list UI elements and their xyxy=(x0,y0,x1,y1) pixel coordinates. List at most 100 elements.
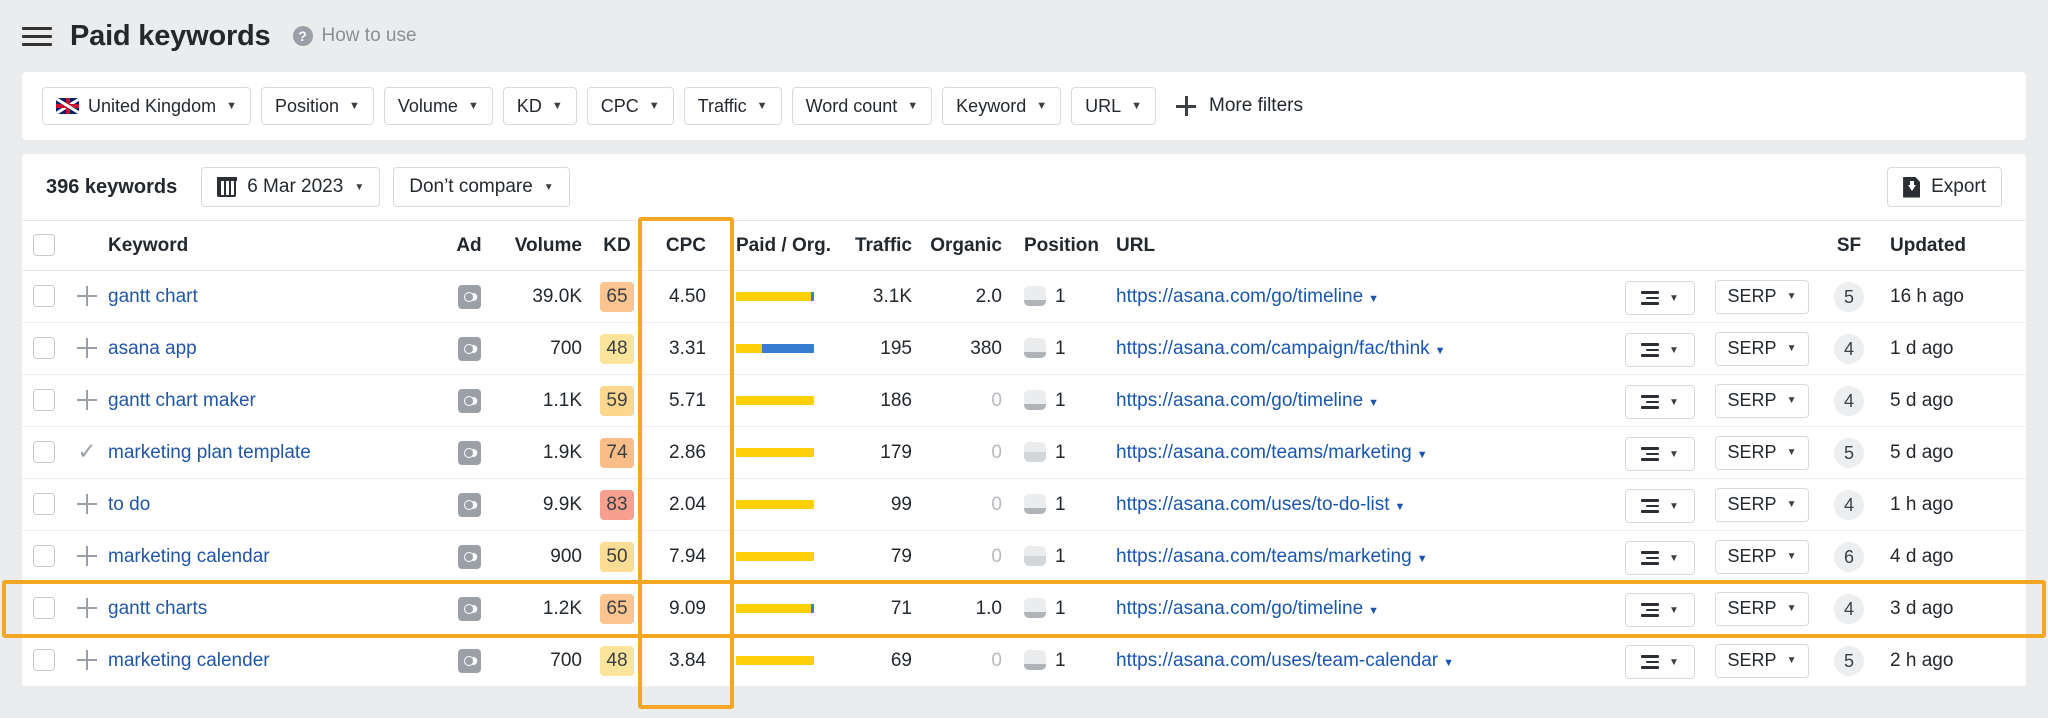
serp-lines-button[interactable]: ▼ xyxy=(1625,645,1695,680)
serp-button[interactable]: SERP ▼ xyxy=(1715,383,1809,418)
ad-preview-icon[interactable] xyxy=(457,388,481,413)
row-checkbox[interactable] xyxy=(33,545,55,568)
serp-button[interactable]: SERP ▼ xyxy=(1715,643,1809,678)
serp-lines-button[interactable]: ▼ xyxy=(1625,385,1695,420)
plus-icon[interactable] xyxy=(77,338,97,359)
serp-button[interactable]: SERP ▼ xyxy=(1715,539,1809,574)
column-kd[interactable]: KD xyxy=(586,220,648,271)
table-row[interactable]: marketing calendar 900 50 7.94 79 0 1 ht… xyxy=(22,531,2026,583)
plus-icon[interactable] xyxy=(77,390,97,411)
filter-word-count[interactable]: Word count ▼ xyxy=(791,87,933,125)
table-row[interactable]: gantt charts 1.2K 65 9.09 71 1.0 1 https… xyxy=(22,583,2026,635)
chevron-down-icon[interactable]: ▼ xyxy=(1416,448,1428,461)
filter-kd[interactable]: KD ▼ xyxy=(502,87,577,125)
plus-icon[interactable] xyxy=(77,286,97,307)
ad-preview-icon[interactable] xyxy=(457,284,481,309)
filter-position[interactable]: Position ▼ xyxy=(260,87,374,125)
date-picker-button[interactable]: 6 Mar 2023 ▼ xyxy=(201,167,381,207)
keyword-link[interactable]: gantt charts xyxy=(108,597,208,619)
keyword-link[interactable]: marketing calendar xyxy=(108,545,270,567)
row-checkbox[interactable] xyxy=(33,649,55,672)
chevron-down-icon[interactable]: ▼ xyxy=(1443,656,1454,669)
keyword-link[interactable]: to do xyxy=(108,493,151,515)
select-all-checkbox[interactable] xyxy=(33,234,55,257)
more-filters-button[interactable]: More filters xyxy=(1176,95,1303,117)
chevron-down-icon[interactable]: ▼ xyxy=(1368,396,1380,409)
row-checkbox[interactable] xyxy=(33,493,55,516)
column-keyword[interactable]: Keyword xyxy=(108,220,438,271)
row-checkbox[interactable] xyxy=(33,285,55,308)
table-row[interactable]: ✓ marketing plan template 1.9K 74 2.86 1… xyxy=(22,427,2026,479)
column-organic[interactable]: Organic xyxy=(912,220,1002,271)
filter-keyword[interactable]: Keyword ▼ xyxy=(942,87,1062,125)
export-button[interactable]: Export xyxy=(1887,167,2002,207)
chevron-down-icon[interactable]: ▼ xyxy=(1368,292,1380,305)
serp-button[interactable]: SERP ▼ xyxy=(1715,435,1809,470)
serp-button[interactable]: SERP ▼ xyxy=(1715,331,1809,366)
serp-lines-button[interactable]: ▼ xyxy=(1625,281,1695,316)
ad-preview-icon[interactable] xyxy=(457,440,481,465)
row-checkbox[interactable] xyxy=(33,441,55,464)
column-ad[interactable]: Ad xyxy=(438,220,500,271)
url-link[interactable]: https://asana.com/go/timeline xyxy=(1116,597,1364,619)
plus-icon[interactable] xyxy=(77,546,97,567)
url-link[interactable]: https://asana.com/uses/team-calendar xyxy=(1116,649,1439,671)
chevron-down-icon[interactable]: ▼ xyxy=(1368,604,1380,617)
serp-button[interactable]: SERP ▼ xyxy=(1715,279,1809,314)
row-checkbox[interactable] xyxy=(33,597,55,620)
keyword-link[interactable]: asana app xyxy=(108,337,197,359)
table-row[interactable]: gantt chart maker 1.1K 59 5.71 186 0 1 h… xyxy=(22,375,2026,427)
column-sf[interactable]: SF xyxy=(1818,220,1880,271)
plus-icon[interactable] xyxy=(77,494,97,515)
check-icon[interactable]: ✓ xyxy=(77,438,97,464)
filter-traffic[interactable]: Traffic ▼ xyxy=(683,87,782,125)
table-row[interactable]: to do 9.9K 83 2.04 99 0 1 https://asana.… xyxy=(22,479,2026,531)
chevron-down-icon[interactable]: ▼ xyxy=(1434,344,1446,357)
url-link[interactable]: https://asana.com/campaign/fac/think xyxy=(1116,337,1430,359)
column-url[interactable]: URL xyxy=(1100,220,1614,271)
plus-icon[interactable] xyxy=(77,650,97,671)
column-traffic[interactable]: Traffic xyxy=(834,220,912,271)
table-row[interactable]: marketing calender 700 48 3.84 69 0 1 ht… xyxy=(22,635,2026,687)
filter-url[interactable]: URL ▼ xyxy=(1071,87,1156,125)
filter-cpc[interactable]: CPC ▼ xyxy=(586,87,674,125)
filter-volume[interactable]: Volume ▼ xyxy=(383,87,493,125)
column-paid-org[interactable]: Paid / Org. xyxy=(726,220,834,271)
compare-button[interactable]: Don’t compare ▼ xyxy=(393,167,570,207)
ad-preview-icon[interactable] xyxy=(457,596,481,621)
serp-button[interactable]: SERP ▼ xyxy=(1715,591,1809,626)
table-row[interactable]: asana app 700 48 3.31 195 380 1 https://… xyxy=(22,323,2026,375)
ad-preview-icon[interactable] xyxy=(457,544,481,569)
url-link[interactable]: https://asana.com/teams/marketing xyxy=(1116,441,1412,463)
url-link[interactable]: https://asana.com/teams/marketing xyxy=(1116,545,1412,567)
hamburger-icon[interactable] xyxy=(22,21,52,51)
column-volume[interactable]: Volume xyxy=(500,220,586,271)
ad-preview-icon[interactable] xyxy=(457,648,481,673)
serp-lines-button[interactable]: ▼ xyxy=(1625,333,1695,368)
column-updated[interactable]: Updated xyxy=(1880,220,2026,271)
filter-country[interactable]: United Kingdom ▼ xyxy=(42,87,251,125)
column-position[interactable]: Position xyxy=(1002,220,1100,271)
serp-lines-button[interactable]: ▼ xyxy=(1625,437,1695,472)
plus-icon[interactable] xyxy=(77,598,97,619)
serp-lines-button[interactable]: ▼ xyxy=(1625,541,1695,576)
keyword-link[interactable]: gantt chart maker xyxy=(108,389,256,411)
chevron-down-icon[interactable]: ▼ xyxy=(1416,552,1428,565)
table-row[interactable]: gantt chart 39.0K 65 4.50 3.1K 2.0 1 htt… xyxy=(22,271,2026,323)
how-to-use-link[interactable]: ? How to use xyxy=(292,25,417,47)
url-link[interactable]: https://asana.com/go/timeline xyxy=(1116,389,1364,411)
ad-preview-icon[interactable] xyxy=(457,492,481,517)
row-checkbox[interactable] xyxy=(33,389,55,412)
chevron-down-icon[interactable]: ▼ xyxy=(1394,500,1406,513)
row-checkbox[interactable] xyxy=(33,337,55,360)
serp-lines-button[interactable]: ▼ xyxy=(1625,593,1695,628)
keyword-link[interactable]: marketing calender xyxy=(108,649,270,671)
url-link[interactable]: https://asana.com/uses/to-do-list xyxy=(1116,493,1390,515)
url-link[interactable]: https://asana.com/go/timeline xyxy=(1116,285,1364,307)
serp-button[interactable]: SERP ▼ xyxy=(1715,487,1809,522)
serp-lines-button[interactable]: ▼ xyxy=(1625,489,1695,524)
keyword-link[interactable]: marketing plan template xyxy=(108,441,311,463)
ad-preview-icon[interactable] xyxy=(457,336,481,361)
keyword-link[interactable]: gantt chart xyxy=(108,285,198,307)
column-cpc[interactable]: CPC xyxy=(648,220,726,271)
